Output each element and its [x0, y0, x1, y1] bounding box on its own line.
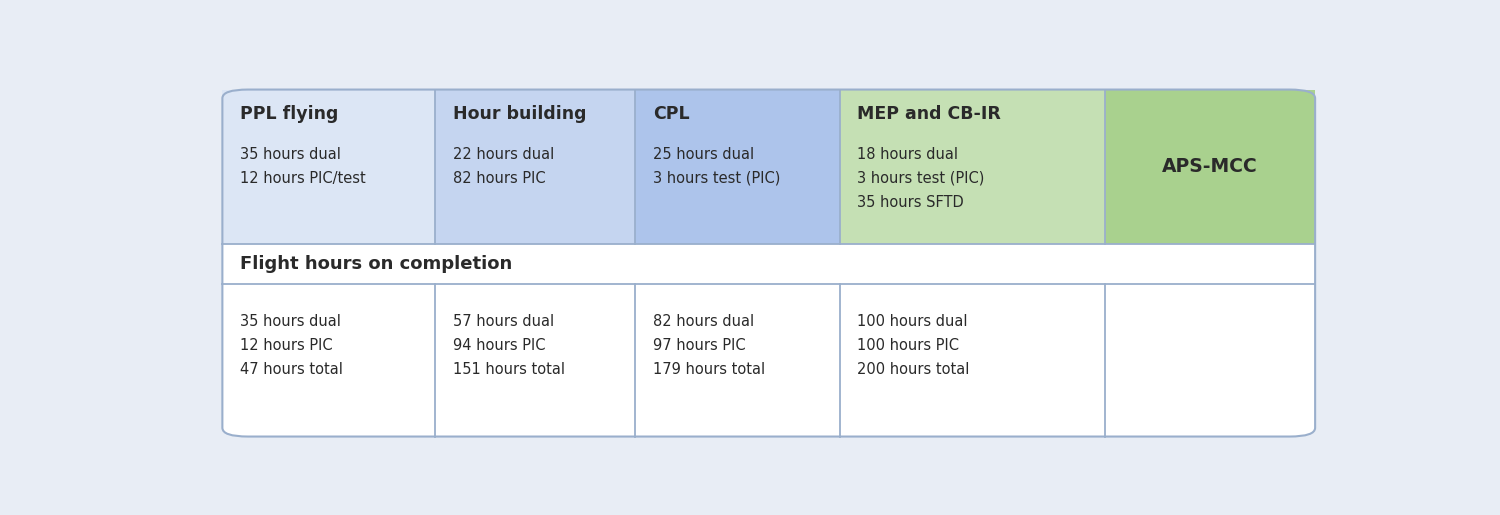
Bar [636, 90, 840, 244]
Text: 18 hours dual
3 hours test (PIC)
35 hours SFTD: 18 hours dual 3 hours test (PIC) 35 hour… [858, 147, 984, 210]
Text: 57 hours dual
94 hours PIC
151 hours total: 57 hours dual 94 hours PIC 151 hours tot… [453, 314, 566, 377]
Text: 100 hours dual
100 hours PIC
200 hours total: 100 hours dual 100 hours PIC 200 hours t… [858, 314, 969, 377]
Text: Flight hours on completion: Flight hours on completion [240, 255, 512, 273]
Text: 82 hours dual
97 hours PIC
179 hours total: 82 hours dual 97 hours PIC 179 hours tot… [652, 314, 765, 377]
Text: PPL flying: PPL flying [240, 105, 338, 123]
Text: 35 hours dual
12 hours PIC/test: 35 hours dual 12 hours PIC/test [240, 147, 366, 186]
FancyBboxPatch shape [222, 90, 1316, 437]
Text: 25 hours dual
3 hours test (PIC): 25 hours dual 3 hours test (PIC) [652, 147, 780, 186]
Text: 22 hours dual
82 hours PIC: 22 hours dual 82 hours PIC [453, 147, 554, 186]
Bar [1106, 90, 1316, 244]
Bar [435, 90, 636, 244]
Text: 35 hours dual
12 hours PIC
47 hours total: 35 hours dual 12 hours PIC 47 hours tota… [240, 314, 342, 377]
Text: MEP and CB-IR: MEP and CB-IR [858, 105, 1000, 123]
Bar [222, 90, 435, 244]
Text: CPL: CPL [652, 105, 690, 123]
Text: APS-MCC: APS-MCC [1162, 157, 1258, 176]
Bar [840, 90, 1106, 244]
Text: Hour building: Hour building [453, 105, 586, 123]
